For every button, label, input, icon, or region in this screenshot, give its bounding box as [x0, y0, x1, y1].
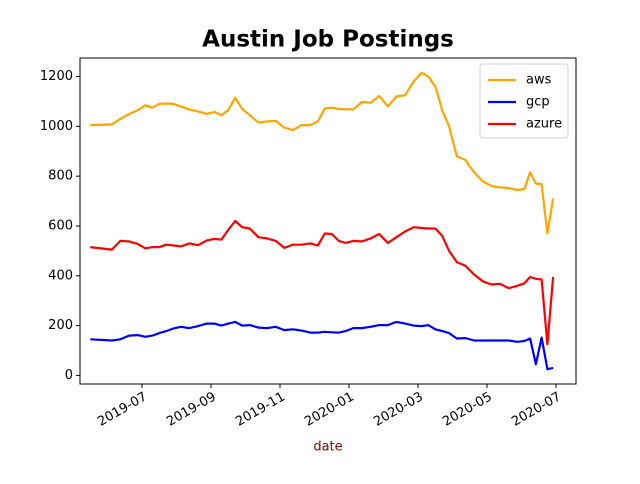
x-tick-label: 2020-03 — [371, 390, 426, 430]
y-tick-label: 0 — [65, 368, 73, 383]
x-tick-label: 2019-07 — [95, 390, 150, 430]
plot-frame — [79, 57, 577, 385]
x-tick-label: 2019-11 — [233, 390, 288, 430]
x-tick-label: 2019-09 — [164, 390, 219, 430]
legend-label: aws — [526, 73, 552, 88]
line-series — [90, 219, 555, 346]
chart-title: Austin Job Postings — [202, 27, 454, 53]
legend-box — [479, 63, 569, 139]
x-axis-label: date — [313, 440, 342, 455]
line-series — [90, 71, 555, 235]
y-tick-label: 400 — [48, 268, 73, 283]
y-tick-label: 1000 — [40, 119, 73, 134]
y-tick-label: 200 — [48, 318, 73, 333]
legend-label: azure — [526, 117, 562, 132]
y-tick-label: 1200 — [40, 69, 73, 84]
y-tick-label: 600 — [48, 218, 73, 233]
legend-label: gcp — [526, 95, 550, 110]
x-tick-label: 2020-07 — [509, 390, 564, 430]
y-tick-label: 800 — [48, 169, 73, 184]
line-series — [90, 320, 554, 371]
x-tick-label: 2020-01 — [302, 390, 357, 430]
x-tick-label: 2020-05 — [440, 390, 495, 430]
